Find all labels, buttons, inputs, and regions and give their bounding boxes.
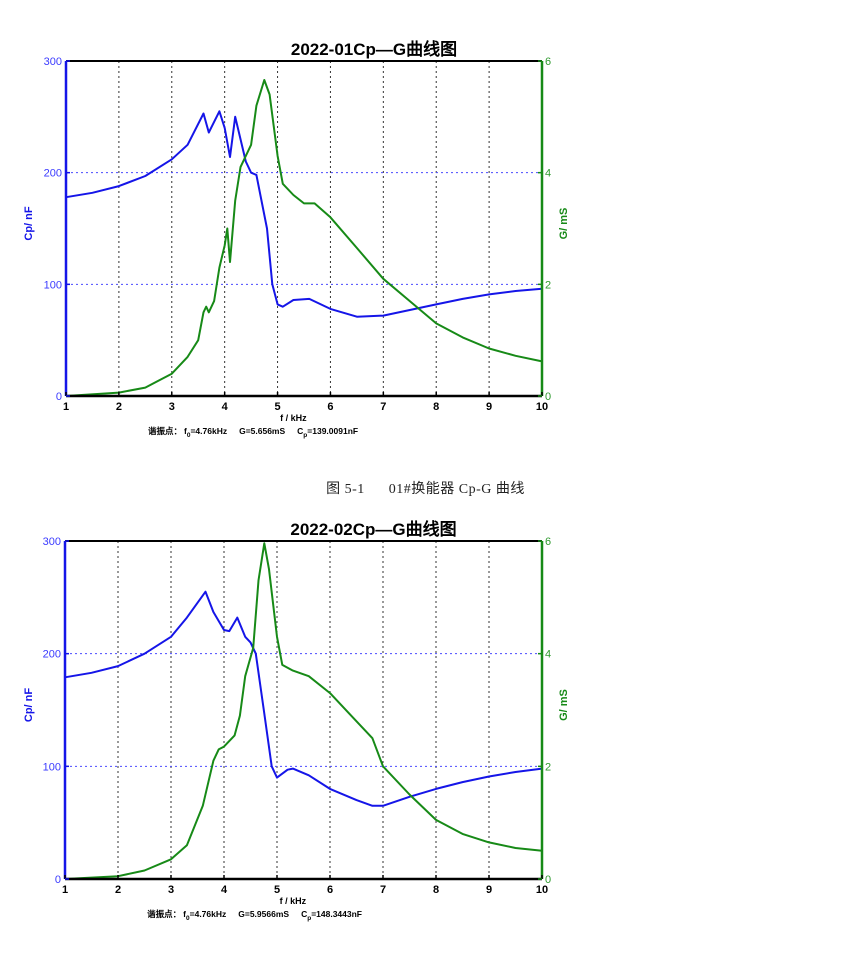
plot-area: 1 2 3 4 5 6 7 8 9 10010020030002462022-01Cp—G曲线图C… (23, 39, 570, 439)
x-tick-label: 9 (486, 401, 492, 413)
x-tick-label: 5 (274, 884, 280, 896)
y-axis-label: Cp/ nF (23, 688, 35, 722)
y2-tick-label: 0 (545, 391, 551, 403)
resonance-annotation: 谐振点： f0=4.76kHz G=5.9566mS Cp=148.3443nF (147, 909, 362, 922)
y-axis-label: Cp/ nF (23, 206, 35, 240)
y-tick-label: 100 (44, 279, 62, 291)
x-tick-label: 6 (327, 884, 333, 896)
y2-tick-label: 6 (545, 56, 551, 68)
x-tick-label: 1 (62, 884, 68, 896)
x-tick-label: 8 (433, 401, 439, 413)
x-tick-label: 3 (169, 401, 175, 413)
x-tick-label: 1 (63, 401, 69, 413)
chart-title: 2022-02Cp—G曲线图 (290, 519, 456, 539)
x-tick-label: 4 (221, 884, 228, 896)
x-axis-label: f / kHz (280, 413, 307, 423)
y2-axis-label: G/ mS (558, 208, 570, 240)
y-tick-label: 100 (43, 761, 61, 773)
x-tick-label: 6 (327, 401, 333, 413)
y2-tick-label: 2 (545, 761, 551, 773)
x-tick-label: 7 (380, 401, 386, 413)
y2-tick-label: 2 (545, 279, 551, 291)
y2-tick-label: 6 (545, 536, 551, 548)
x-tick-label: 5 (274, 401, 280, 413)
y-tick-label: 200 (44, 168, 62, 180)
y-tick-label: 200 (43, 649, 61, 661)
figure-number: 图 5-1 (326, 482, 365, 497)
resonance-annotation: 谐振点： f0=4.76kHz G=5.656mS Cp=139.0091nF (148, 426, 358, 439)
figure-caption: 图 5-1 01#换能器 Cp-G 曲线 (0, 478, 851, 498)
g-curve (64, 542, 543, 880)
x-tick-label: 10 (536, 884, 548, 896)
x-tick-label: 10 (536, 401, 548, 413)
x-tick-label: 7 (380, 884, 386, 896)
y2-axis-label: G/ mS (558, 689, 570, 721)
g-curve (65, 79, 543, 397)
x-axis-label: f / kHz (280, 896, 307, 906)
plot-area: 1 2 3 4 5 6 7 8 9 10010020030002462022-02Cp—G曲线图C… (23, 519, 570, 922)
y2-tick-label: 0 (545, 874, 551, 886)
x-tick-label: 9 (486, 884, 492, 896)
cp-curve (64, 590, 543, 807)
x-tick-label: 4 (222, 401, 229, 413)
x-tick-label: 8 (433, 884, 439, 896)
cp-g-chart-01: 1 2 3 4 5 6 7 8 9 10010020030002462022-01Cp—G曲线图C… (23, 39, 570, 439)
y-tick-label: 0 (56, 391, 62, 403)
y-tick-label: 0 (55, 874, 61, 886)
x-tick-label: 2 (115, 884, 121, 896)
figure-caption-text: 01#换能器 Cp-G 曲线 (388, 482, 525, 497)
y2-tick-label: 4 (545, 649, 551, 661)
y-tick-label: 300 (44, 56, 62, 68)
x-tick-label: 2 (116, 401, 122, 413)
y-tick-label: 300 (43, 536, 61, 548)
chart-title: 2022-01Cp—G曲线图 (291, 39, 457, 59)
x-tick-label: 3 (168, 884, 174, 896)
cp-curve (65, 110, 543, 318)
y2-tick-label: 4 (545, 168, 551, 180)
